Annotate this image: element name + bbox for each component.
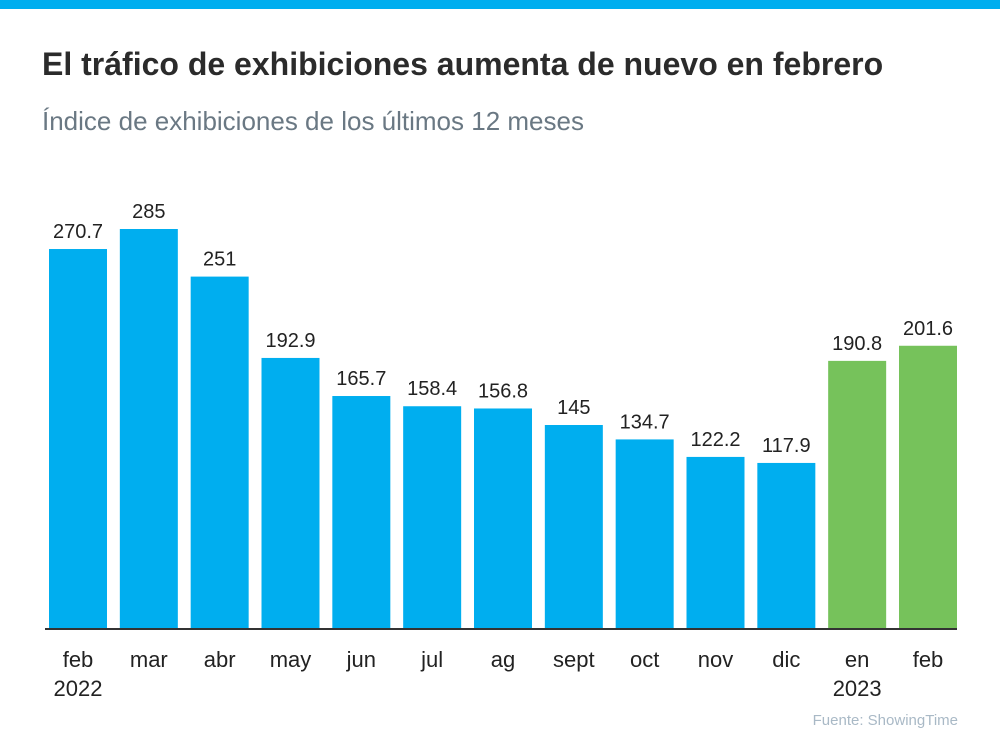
x-tick-label: ag	[491, 647, 515, 672]
data-label: 122.2	[690, 429, 740, 451]
data-label: 145	[557, 397, 590, 419]
data-label: 158.4	[407, 378, 457, 400]
bar	[403, 406, 462, 628]
x-tick-label: dic	[772, 647, 800, 672]
x-tick-label: abr	[204, 647, 236, 672]
bar	[899, 345, 957, 628]
bar	[49, 249, 107, 628]
x-tick-year-label: 2023	[833, 676, 882, 701]
bar	[474, 408, 532, 628]
data-label: 201.6	[903, 318, 953, 340]
data-label: 251	[203, 249, 236, 271]
data-label: 270.7	[53, 221, 103, 243]
x-tick-label: feb	[913, 647, 944, 672]
top-accent-bar	[0, 0, 1000, 9]
source-note: Fuente: ShowingTime	[812, 712, 958, 729]
bar	[544, 425, 603, 628]
data-label: 190.8	[832, 333, 882, 355]
data-label: 165.7	[336, 368, 386, 390]
x-tick-label: may	[270, 647, 312, 672]
bar	[615, 439, 674, 628]
bar	[332, 396, 391, 628]
x-tick-label: jun	[346, 647, 376, 672]
bar	[757, 462, 816, 628]
bar	[828, 360, 887, 628]
data-label: 156.8	[478, 380, 528, 402]
x-tick-label: en	[845, 647, 869, 672]
data-label: 134.7	[620, 411, 670, 433]
chart-subtitle: Índice de exhibiciones de los últimos 12…	[42, 106, 584, 136]
x-tick-label: feb	[63, 647, 94, 672]
x-tick-label: mar	[130, 647, 168, 672]
x-tick-year-label: 2022	[54, 676, 103, 701]
x-tick-label: oct	[630, 647, 659, 672]
bar	[261, 357, 320, 628]
bar	[190, 276, 249, 628]
x-tick-label: jul	[420, 647, 443, 672]
data-label: 285	[132, 201, 165, 223]
data-label: 117.9	[762, 435, 811, 457]
x-tick-label: sept	[553, 647, 595, 672]
bar	[119, 229, 178, 628]
bar	[686, 456, 745, 628]
chart-title: El tráfico de exhibiciones aumenta de nu…	[42, 46, 884, 82]
data-label: 192.9	[265, 330, 315, 352]
x-tick-label: nov	[698, 647, 733, 672]
